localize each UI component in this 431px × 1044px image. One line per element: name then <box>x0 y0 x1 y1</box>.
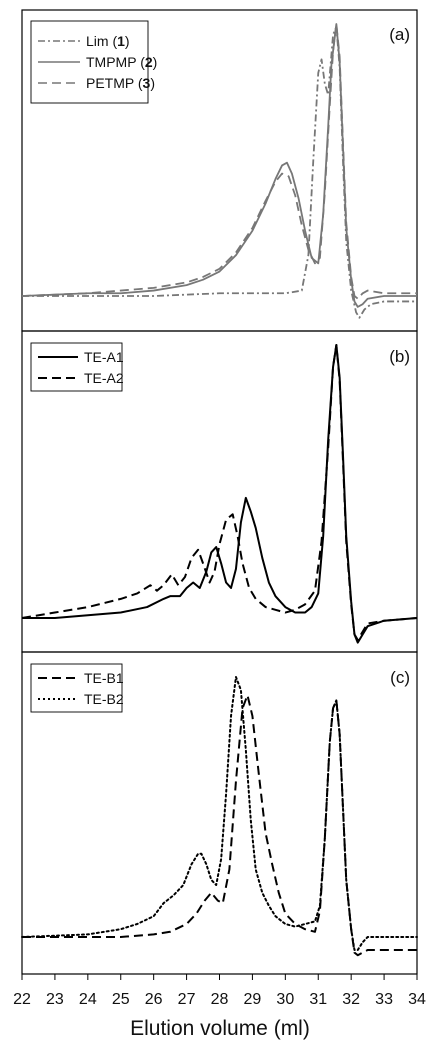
legend-entry-te-b1: TE-B1 <box>38 670 124 686</box>
legend-label-te-b1: TE-B1 <box>84 670 124 686</box>
legend-label-lim: Lim (1) <box>86 33 130 49</box>
x-tick-label-28: 28 <box>211 991 229 1008</box>
legend-label-te-a1: TE-A1 <box>84 349 124 365</box>
legend-label-tmpmp: TMPMP (2) <box>86 54 157 70</box>
legend-box <box>30 663 123 713</box>
panel-a-legend: Lim (1) TMPMP (2) PETMP (3) <box>30 20 157 104</box>
x-tick-label-32: 32 <box>342 991 360 1008</box>
x-axis: 22 23 24 25 26 27 28 29 30 31 32 33 34 <box>13 974 426 1008</box>
panel-c: (c) TE-B1 TE-B2 22 23 24 25 26 27 28 29 30 31 32 33… <box>13 651 426 1040</box>
legend-box <box>30 342 123 392</box>
x-tick-label-22: 22 <box>13 991 31 1008</box>
x-tick-label-27: 27 <box>178 991 196 1008</box>
legend-entry-lim: Lim (1) <box>38 33 130 49</box>
panel-c-label: (c) <box>390 668 410 687</box>
legend-label-te-b2: TE-B2 <box>84 691 124 707</box>
x-tick-label-26: 26 <box>145 991 163 1008</box>
panel-c-legend: TE-B1 TE-B2 <box>30 663 124 713</box>
legend-entry-te-a2: TE-A2 <box>38 370 124 386</box>
panel-b-legend: TE-A1 TE-A2 <box>30 342 124 392</box>
panel-a-label: (a) <box>389 25 410 44</box>
x-tick-label-29: 29 <box>244 991 262 1008</box>
series-line-petmp-3 <box>21 23 417 300</box>
panel-b: (b) TE-A1 TE-A2 <box>21 330 418 653</box>
series-line-lim-1 <box>22 25 417 319</box>
panel-a: (a) Lim (1) TMPMP (2) PETMP (3) <box>21 9 418 332</box>
x-tick-label-24: 24 <box>79 991 97 1008</box>
series-line-te-a2 <box>21 344 418 641</box>
legend-label-petmp: PETMP (3) <box>86 75 155 91</box>
panel-b-label: (b) <box>389 347 410 366</box>
x-tick-label-33: 33 <box>375 991 393 1008</box>
legend-entry-te-a1: TE-A1 <box>38 349 124 365</box>
x-tick-label-30: 30 <box>276 991 294 1008</box>
legend-entry-te-b2: TE-B2 <box>38 691 124 707</box>
series-line-te-b2 <box>21 676 418 951</box>
series-line-te-b1 <box>22 694 417 957</box>
x-tick-label-34: 34 <box>408 991 426 1008</box>
x-axis-label: Elution volume (ml) <box>130 1017 310 1040</box>
legend-entry-tmpmp: TMPMP (2) <box>38 54 157 70</box>
x-tick-label-23: 23 <box>46 991 64 1008</box>
legend-label-te-a2: TE-A2 <box>84 370 124 386</box>
series-line-tmpmp-2 <box>21 23 417 308</box>
x-tick-label-25: 25 <box>112 991 130 1008</box>
x-tick-label-31: 31 <box>309 991 327 1008</box>
legend-entry-petmp: PETMP (3) <box>38 75 155 91</box>
